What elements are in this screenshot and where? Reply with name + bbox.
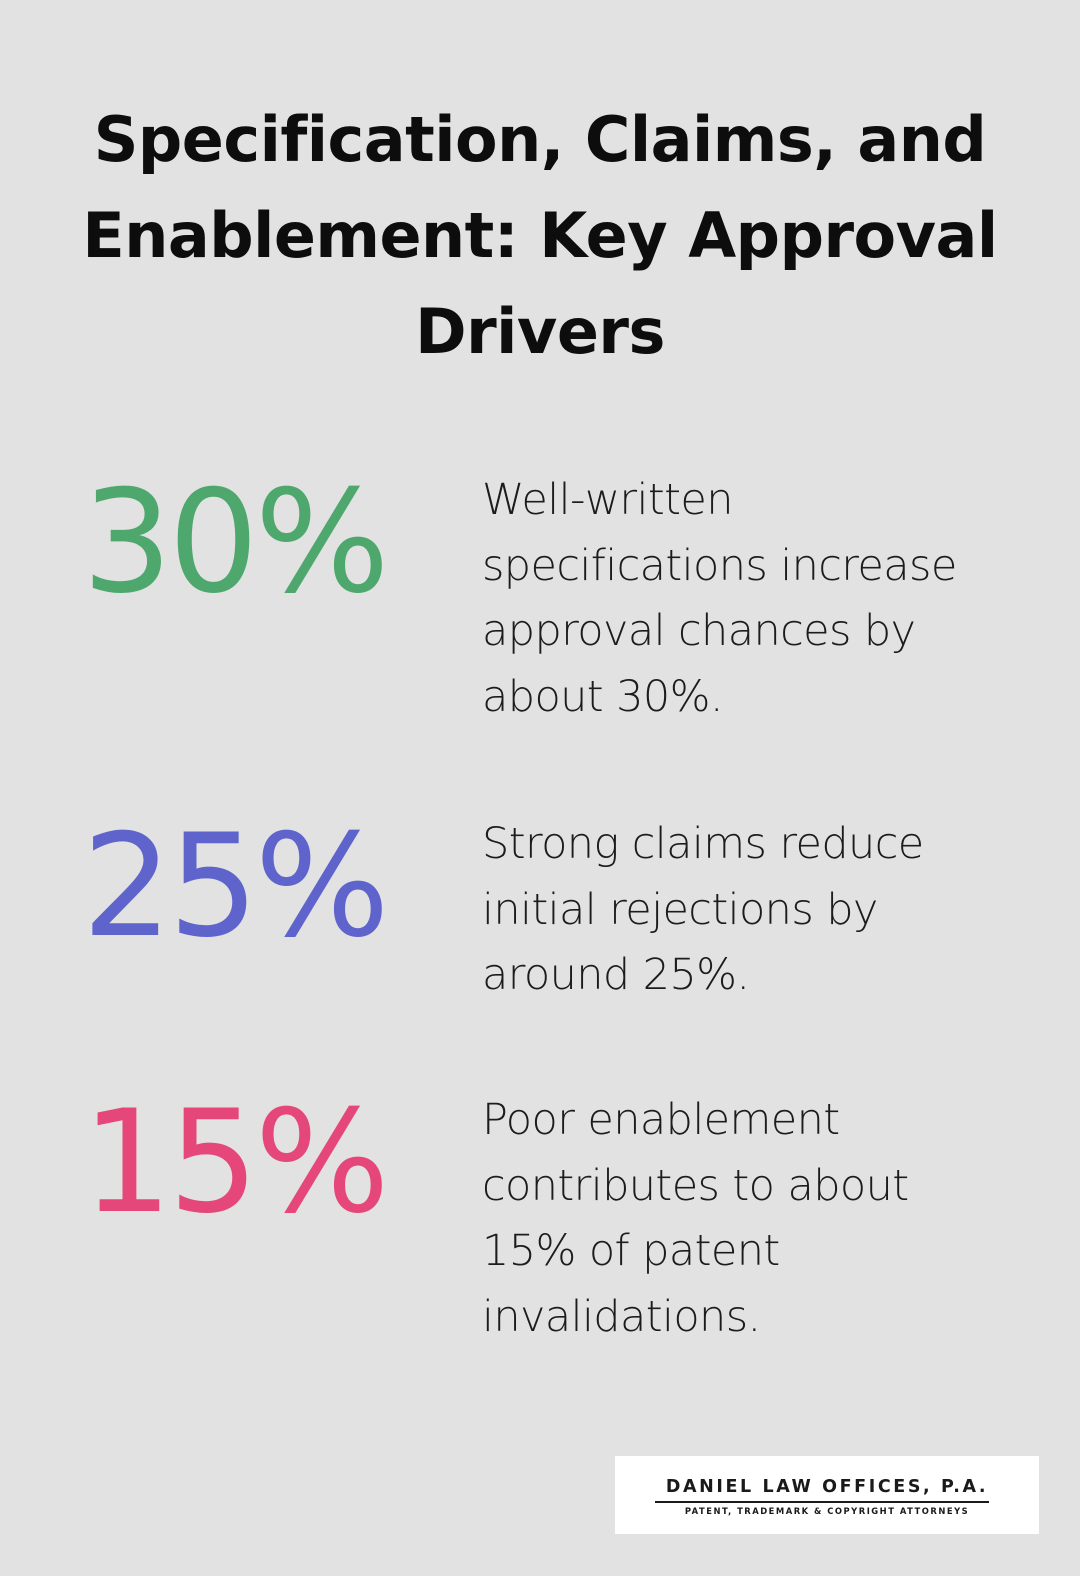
logo-divider (655, 1501, 989, 1503)
firm-tagline: PATENT, TRADEMARK & COPYRIGHT ATTORNEYS (684, 1506, 970, 1516)
stat-value: 15% (82, 1080, 390, 1245)
stat-value: 30% (82, 460, 390, 625)
page-title: Specification, Claims, and Enablement: K… (82, 103, 998, 368)
stat-value: 25% (82, 804, 390, 969)
stat-description: Poor enablement contributes to about 15%… (482, 1095, 909, 1342)
stat-description: Well-written specifications increase app… (482, 475, 957, 722)
firm-name: DANIEL LAW OFFICES, P.A. (665, 1477, 989, 1497)
stat-description: Strong claims reduce initial rejections … (482, 819, 924, 1000)
firm-logo: DANIEL LAW OFFICES, P.A. PATENT, TRADEMA… (615, 1456, 1039, 1534)
